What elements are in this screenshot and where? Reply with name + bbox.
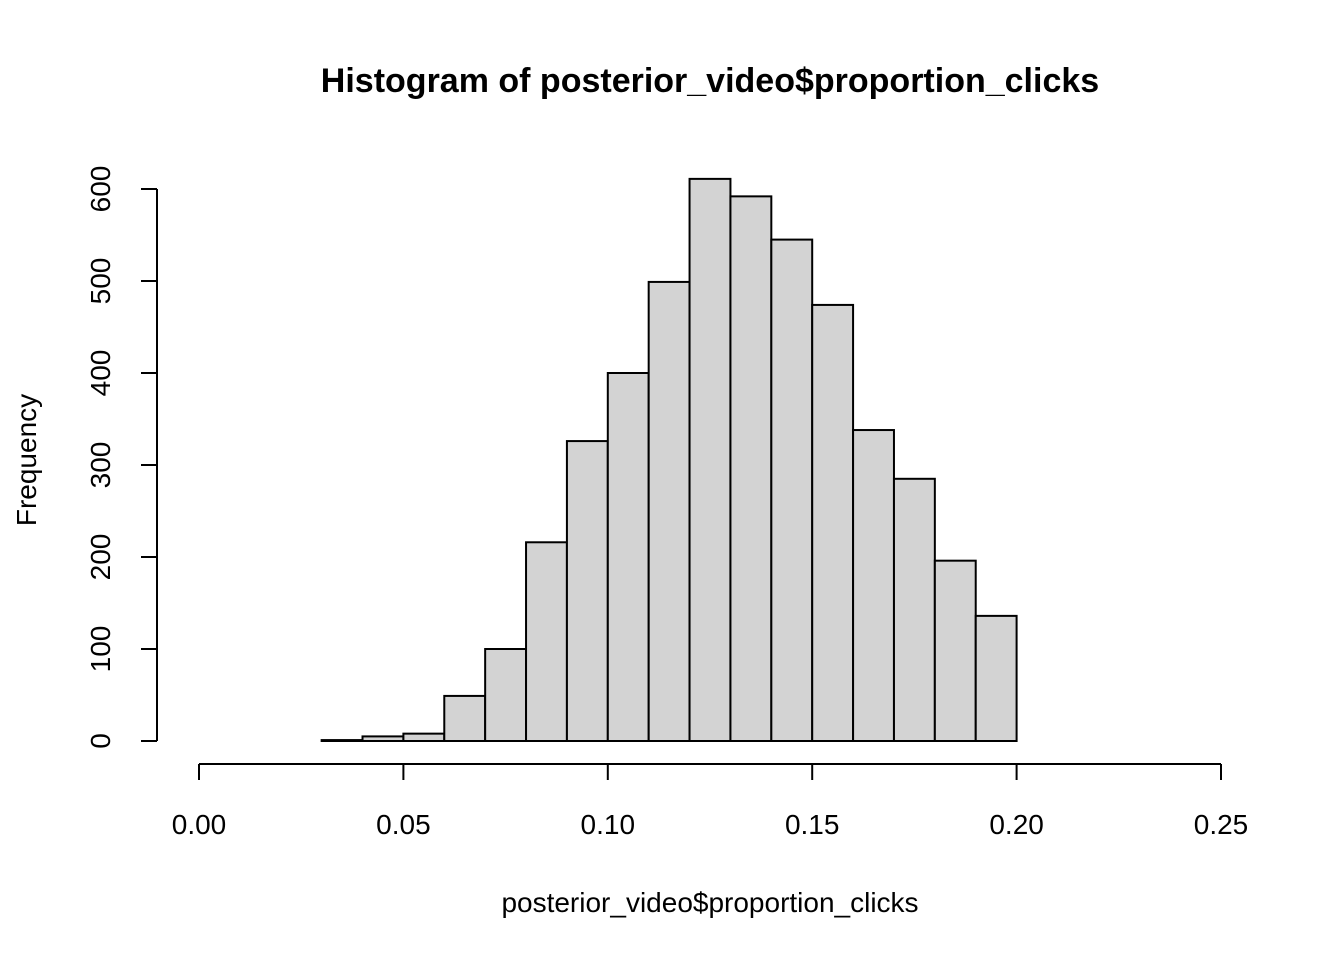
histogram-bar — [443, 694, 487, 742]
histogram-bar — [402, 732, 446, 743]
x-tick-label: 0.20 — [989, 809, 1044, 840]
x-tick-label: 0.10 — [581, 809, 636, 840]
histogram-bar — [525, 541, 568, 743]
histogram-bar — [606, 372, 650, 742]
histogram-bar — [974, 614, 1018, 743]
y-tick-label: 600 — [85, 166, 116, 213]
y-tick-label: 400 — [85, 350, 116, 397]
histogram-bar — [647, 280, 691, 742]
histogram-bar — [892, 477, 936, 742]
y-axis-label: Frequency — [11, 394, 42, 526]
y-tick-label: 0 — [85, 733, 116, 749]
x-axis-label: posterior_video$proportion_clicks — [501, 887, 918, 918]
histogram-bar — [320, 739, 364, 743]
y-axis: 0 100 200 300 400 500 600 — [85, 166, 158, 749]
histogram-bar — [565, 440, 609, 742]
chart-title: Histogram of posterior_video$proportion_… — [321, 62, 1099, 100]
x-tick-label: 0.00 — [172, 809, 227, 840]
y-tick-label: 100 — [85, 626, 116, 673]
histogram-bar — [770, 238, 814, 742]
histogram-bar — [361, 735, 405, 743]
histogram-bar — [933, 559, 977, 742]
histogram-bar — [688, 177, 732, 742]
x-axis: 0.00 0.05 0.10 0.15 0.20 0.25 — [172, 763, 1249, 840]
y-tick-label: 200 — [85, 534, 116, 581]
x-tick-label: 0.05 — [376, 809, 431, 840]
histogram-bar — [729, 195, 773, 743]
histogram-bar — [811, 303, 855, 742]
y-tick-label: 500 — [85, 258, 116, 305]
y-tick-label: 300 — [85, 442, 116, 489]
histogram-bar — [484, 648, 528, 742]
bars-group — [320, 177, 1018, 743]
x-tick-label: 0.25 — [1194, 809, 1249, 840]
histogram-bar — [852, 429, 895, 742]
x-tick-label: 0.15 — [785, 809, 840, 840]
